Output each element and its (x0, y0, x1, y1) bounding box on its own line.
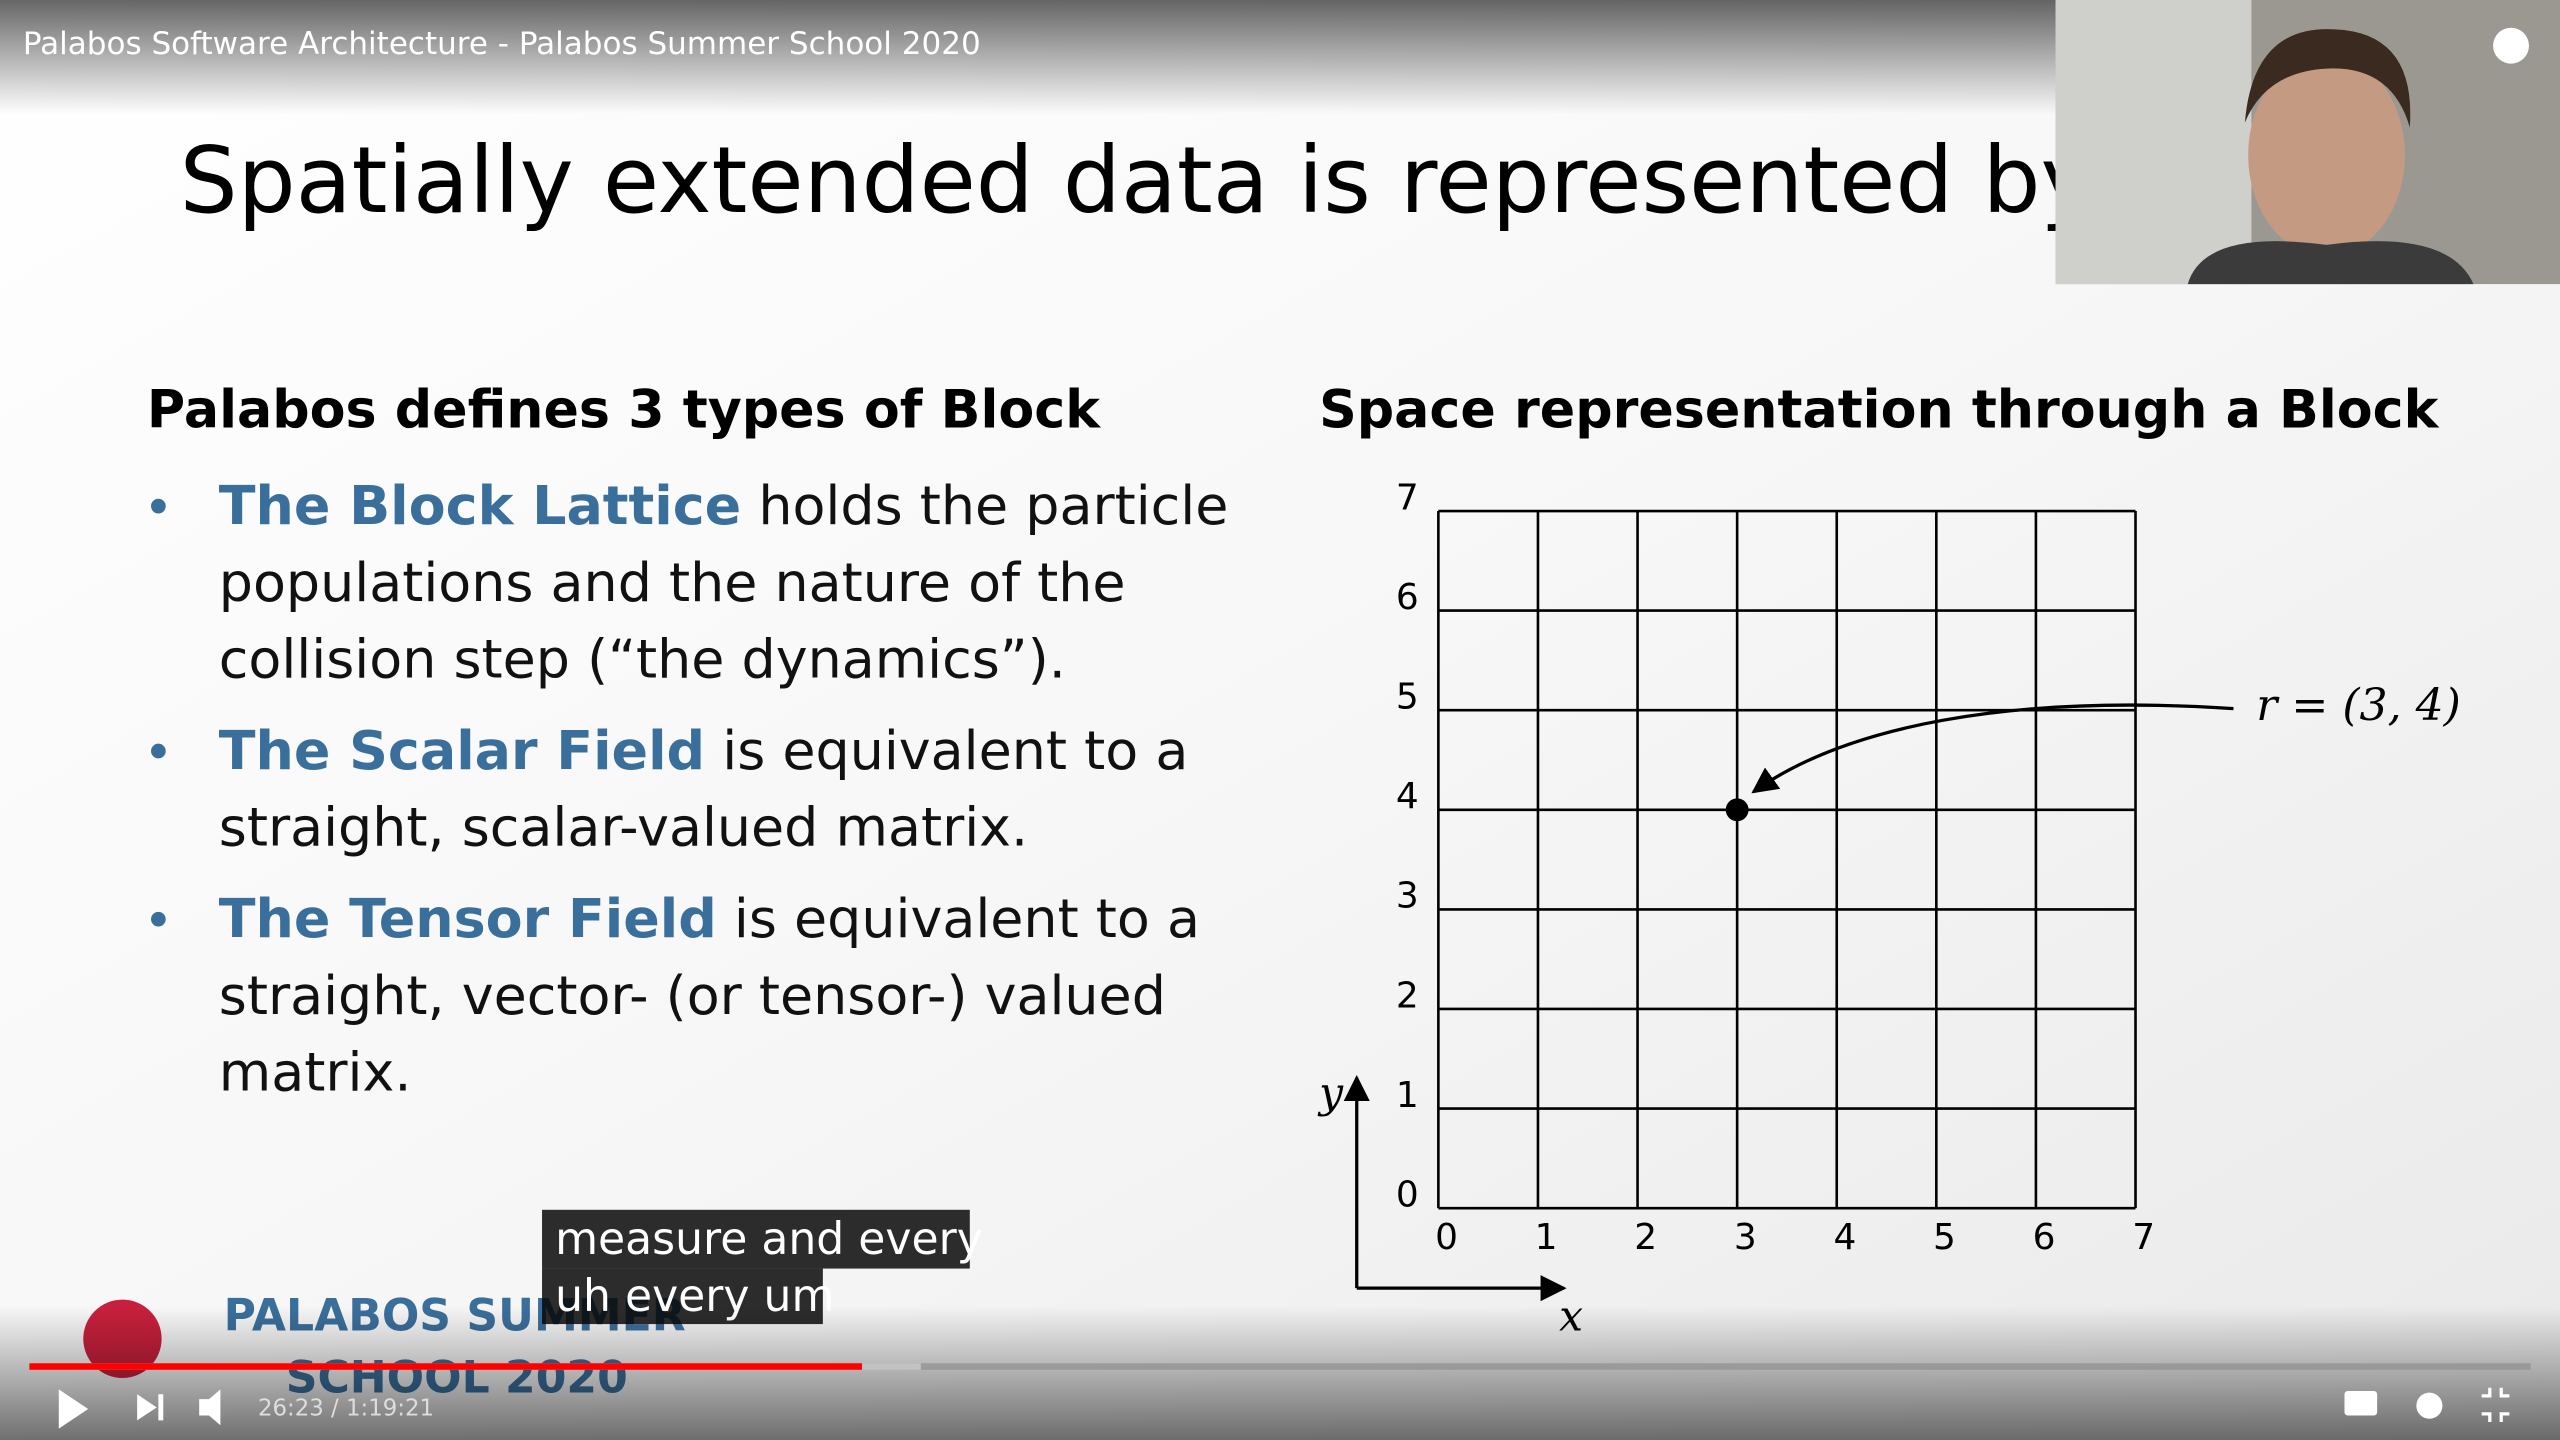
bullet-line: populations and the nature of the (219, 551, 1126, 614)
y-tick-label: 0 (1396, 1175, 1419, 1216)
x-tick-label: 5 (1933, 1217, 1956, 1258)
bullet-highlight: The Scalar Field (219, 719, 705, 782)
grid-diagram: 0123456701234567xyr = (3, 4) (1317, 477, 2461, 1341)
bullet-dot (151, 498, 166, 514)
bullet-line: collision step (“the dynamics”). (219, 628, 1066, 691)
next-button[interactable] (137, 1394, 164, 1421)
progress-track[interactable] (29, 1363, 2531, 1370)
volume-button[interactable] (199, 1389, 221, 1426)
x-tick-label: 6 (2033, 1217, 2056, 1258)
bullet-dot (151, 743, 166, 759)
y-tick-label: 3 (1396, 876, 1419, 917)
bullet-dot (151, 911, 166, 927)
bullet-list: The Block Lattice holds the particle popu… (151, 474, 1228, 1104)
bullet-highlight: The Tensor Field (219, 887, 717, 950)
left-heading: Palabos defines 3 types of Block (147, 381, 1101, 441)
x-tick-label: 7 (2132, 1217, 2155, 1258)
y-tick-label: 2 (1396, 975, 1419, 1016)
video-title[interactable]: Palabos Software Architecture - Palabos … (23, 26, 981, 62)
webcam (2055, 0, 2560, 285)
x-tick-label: 0 (1435, 1217, 1458, 1258)
y-tick-label: 6 (1396, 577, 1419, 618)
settings-button[interactable] (2416, 1392, 2443, 1419)
bullet-line: The Tensor Field is equivalent to a (219, 887, 1200, 950)
bullet-line: straight, vector- (or tensor-) valued (219, 964, 1166, 1027)
right-heading: Space representation through a Block (1319, 381, 2439, 441)
y-tick-label: 4 (1396, 776, 1419, 817)
y-tick-label: 7 (1396, 477, 1419, 518)
bullet-text: holds the particle (741, 474, 1228, 537)
time-display: 26:23 / 1:19:21 (258, 1396, 434, 1422)
x-tick-label: 4 (1833, 1217, 1856, 1258)
pointer-arrow (1751, 703, 2234, 794)
x-tick-label: 3 (1734, 1217, 1757, 1258)
captions-button[interactable] (2344, 1391, 2378, 1416)
caption-line: measure and every (555, 1214, 983, 1265)
fullscreen-button[interactable] (2481, 1387, 2510, 1423)
x-tick-label: 2 (1634, 1217, 1657, 1258)
bullet-line: matrix. (219, 1041, 412, 1104)
play-button[interactable] (58, 1389, 89, 1429)
y-axis-label: y (1317, 1069, 1344, 1118)
y-tick-label: 1 (1396, 1075, 1419, 1116)
bullet-line: straight, scalar-valued matrix. (219, 796, 1028, 859)
bullet-line: The Scalar Field is equivalent to a (219, 719, 1189, 782)
bottom-shade (0, 1306, 2560, 1440)
bullet-text: is equivalent to a (705, 719, 1188, 782)
point (1725, 798, 1749, 822)
progress-played (29, 1363, 863, 1370)
x-tick-label: 1 (1535, 1217, 1558, 1258)
bullet-highlight: The Block Lattice (219, 474, 741, 537)
point-label: r = (3, 4) (2256, 680, 2461, 731)
bullet-line: The Block Lattice holds the particle (219, 474, 1229, 537)
y-tick-label: 5 (1396, 677, 1419, 718)
slide-title: Spatially extended data is represented b… (180, 127, 2180, 234)
caption-box (542, 1209, 970, 1269)
bullet-text: is equivalent to a (717, 887, 1200, 950)
